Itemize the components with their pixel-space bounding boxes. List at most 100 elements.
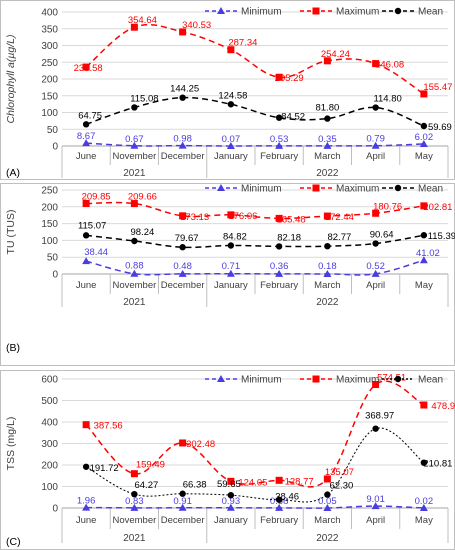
data-label: 38.46 [275, 492, 299, 503]
data-point [217, 375, 225, 382]
data-label: 165.48 [277, 214, 306, 225]
data-label: 478.94 [431, 401, 455, 412]
data-label: 209.66 [128, 192, 157, 203]
data-label: 115.07 [78, 220, 106, 231]
data-label: 340.53 [182, 20, 211, 31]
data-point [82, 503, 91, 511]
x-tick-label: March [314, 515, 340, 526]
legend-label: Mean [418, 184, 443, 195]
x-tick-label: December [161, 280, 205, 291]
y-tick-label: 0 [52, 142, 58, 153]
y-tick-label: 100 [41, 108, 58, 119]
data-label: 64.75 [78, 110, 102, 121]
data-point [323, 269, 332, 277]
data-point [131, 104, 138, 111]
data-point [82, 232, 90, 239]
series-line [86, 234, 425, 249]
data-label: 6.02 [415, 132, 434, 143]
data-point [371, 502, 380, 510]
data-label: 59.69 [428, 122, 452, 133]
data-label: 1.96 [77, 496, 96, 507]
data-point [227, 211, 235, 219]
data-point [227, 242, 235, 249]
data-point [323, 57, 331, 65]
data-point [226, 503, 235, 511]
data-label: 574.51 [377, 372, 406, 383]
data-point [323, 503, 332, 511]
data-label: 64.27 [134, 480, 158, 491]
y-axis-label: TSS (mg/L) [5, 417, 17, 471]
data-label: 210.81 [423, 459, 452, 470]
data-label: 0.98 [173, 134, 192, 145]
x-tick-label: January [214, 515, 248, 526]
data-point [419, 256, 428, 264]
x-tick-label: June [76, 515, 97, 526]
series-maximum: 235.58 354.64 340.53 287.34 205.29 254.24 246.… [74, 15, 452, 98]
data-point [275, 114, 283, 121]
data-label: 0.53 [270, 134, 289, 145]
data-label: 38.44 [84, 247, 108, 258]
data-label: 172.44 [325, 212, 354, 223]
x-tick-label: February [260, 515, 298, 526]
data-point [82, 421, 90, 429]
data-point [371, 141, 380, 149]
data-point [420, 401, 428, 409]
data-point [179, 212, 187, 220]
y-axis-label: TU (TUS) [5, 210, 17, 255]
data-label: 9.01 [366, 494, 385, 505]
y-tick-label: 500 [41, 396, 58, 407]
x-tick-label: December [161, 515, 205, 526]
chart-panel: 0 50 100 150 200 250 June November December Janua… [0, 183, 455, 366]
legend-label: Minimum [241, 184, 282, 195]
y-tick-label: 300 [41, 41, 58, 52]
series-mean: 64.75 115.08 144.25 124.58 84.52 81.80 114.80 5… [78, 84, 452, 133]
data-label: 0.79 [366, 134, 385, 145]
data-label: 81.80 [315, 103, 339, 114]
data-point [372, 209, 380, 217]
data-label: 235.58 [74, 63, 103, 74]
x-tick-label: March [314, 151, 340, 162]
y-tick-label: 0 [52, 504, 58, 515]
data-point [275, 214, 283, 222]
data-point [227, 477, 235, 485]
data-point [130, 23, 138, 31]
data-label: 0.18 [318, 261, 337, 272]
y-axis-label: Chlorophyll a(µg/L) [5, 35, 17, 124]
data-label: 124.05 [238, 477, 267, 488]
year-label: 2022 [316, 533, 339, 544]
legend-label: Minimum [241, 7, 282, 18]
data-label: 115.08 [130, 93, 158, 104]
data-label: 368.97 [365, 411, 394, 422]
data-label: 0.93 [222, 496, 241, 507]
panel-label: (C) [6, 536, 21, 548]
data-point [420, 122, 428, 130]
x-tick-label: April [366, 151, 385, 162]
series-minimum: 1.960.830.910.930.580.059.010.02 [77, 494, 433, 511]
x-tick-label: March [314, 280, 340, 291]
data-point [323, 141, 332, 149]
data-label: 180.76 [373, 201, 402, 212]
data-point [226, 269, 235, 277]
x-tick-label: January [214, 151, 248, 162]
series-minimum: 8.67 0.67 0.98 0.07 0.53 0.35 0.79 6.02 [77, 131, 433, 149]
chart-panel: 0 100 200 300 400 500 600 June November December J… [0, 370, 455, 550]
data-label: 205.29 [275, 73, 304, 84]
data-label: 0.67 [125, 134, 144, 145]
data-label: 0.36 [270, 261, 289, 272]
data-label: 302.48 [186, 439, 215, 450]
data-point [82, 139, 91, 147]
data-label: 0.88 [125, 261, 144, 272]
y-tick-label: 400 [41, 8, 58, 19]
data-label: 354.64 [128, 15, 157, 26]
y-tick-label: 400 [41, 418, 58, 429]
series-mean: 115.07 98.24 79.67 84.82 82.18 82.77 90.64 115.… [78, 220, 455, 251]
series-line [85, 380, 425, 488]
data-label: 66.38 [183, 480, 207, 491]
data-point [178, 269, 187, 277]
data-point [179, 94, 186, 101]
data-label: 8.67 [77, 131, 96, 142]
data-point [82, 463, 90, 470]
data-point [323, 475, 331, 483]
data-label: 173.13 [180, 212, 209, 223]
